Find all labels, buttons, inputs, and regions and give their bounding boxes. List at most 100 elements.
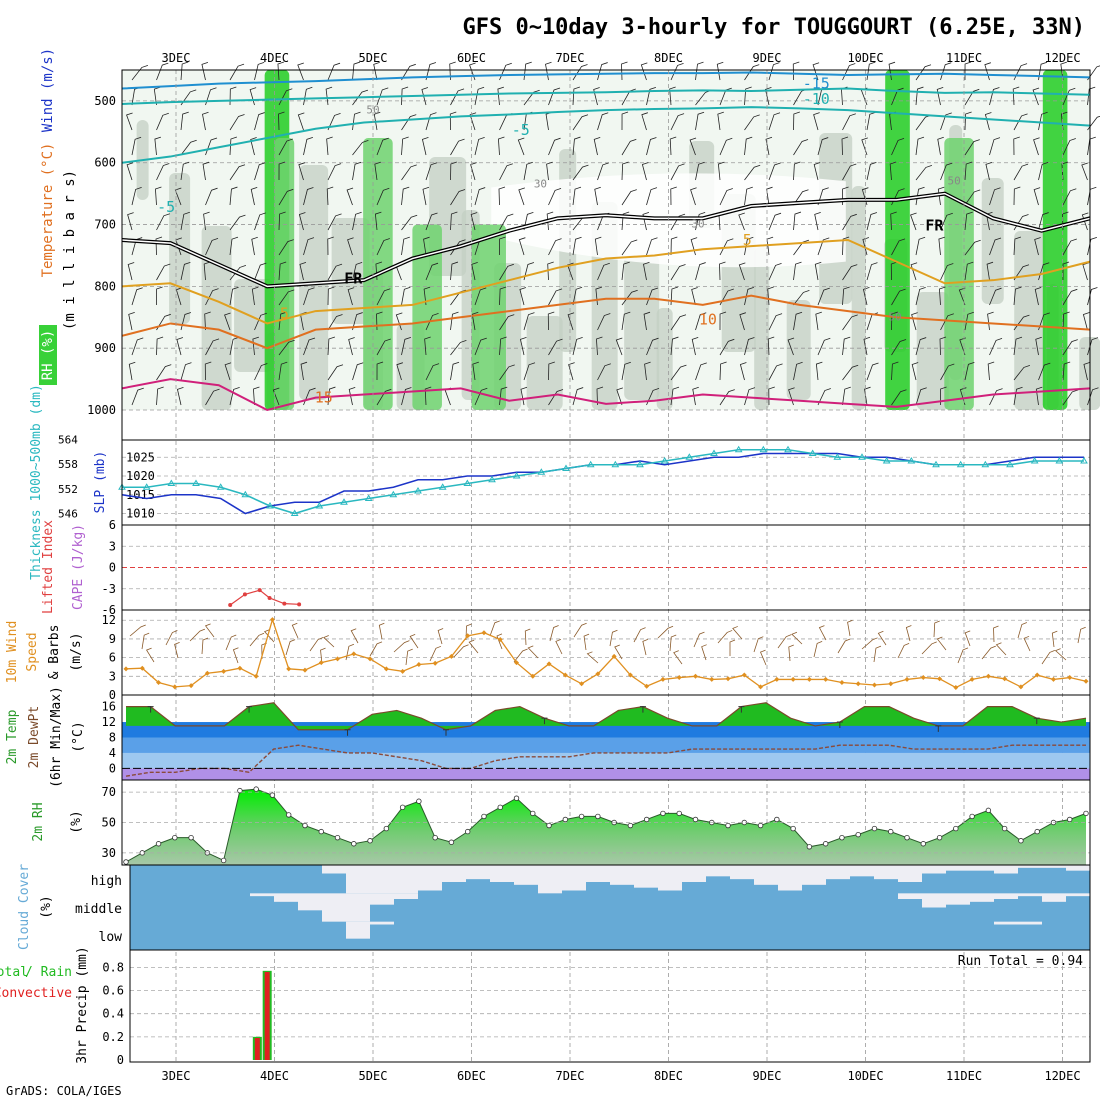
wind10-barb	[694, 632, 704, 647]
contour-label: -10	[803, 90, 830, 108]
rh2m-point	[661, 811, 666, 816]
cape-ylabel: CAPE (J/kg)	[71, 524, 86, 610]
rh2m-point	[677, 811, 682, 816]
wind10-barb	[878, 631, 886, 645]
top-x-tick-label: 6DEC	[457, 51, 486, 65]
rh2m-point	[433, 835, 438, 840]
bottom-x-tick-label: 5DEC	[359, 1069, 388, 1083]
wind10-barb	[202, 638, 208, 654]
wind10-speed-point	[319, 660, 324, 665]
cloud-gap-cell	[730, 865, 754, 879]
wind10-barb	[250, 633, 264, 646]
rh2m-point	[596, 814, 601, 819]
precip-ylabel-group: 3hr Precip (mm)	[75, 946, 90, 1063]
li-tick-label: 0	[109, 561, 116, 575]
pressure-tick-label: 800	[94, 279, 116, 293]
wind10-ylabel: & Barbs	[47, 625, 62, 680]
rh-moist-column	[275, 138, 295, 410]
cloud-gap-cell	[1066, 893, 1090, 896]
wind10-barb	[718, 630, 732, 643]
wind10-barb	[406, 649, 413, 665]
cloud-gap-cell	[346, 893, 370, 921]
contour-label: 30	[534, 177, 547, 190]
cloud-gap-cell	[562, 865, 586, 891]
rh2m-point	[970, 814, 975, 819]
thickness-line	[122, 450, 1084, 514]
rh2m-tick-label: 30	[102, 846, 116, 860]
rh2m-point	[335, 835, 340, 840]
cloud-gap-cell	[1018, 922, 1042, 925]
rh2m-point	[840, 835, 845, 840]
rh2m-tick-label: 50	[102, 816, 116, 830]
wind10-speed-point	[237, 666, 242, 671]
wind10-ylabel-group: & Barbs	[47, 625, 62, 680]
bottom-x-tick-label: 11DEC	[946, 1069, 982, 1083]
cloud-gap-cell	[514, 865, 538, 885]
cloud-gap-cell	[994, 865, 1018, 874]
wind10-speed-point	[791, 677, 796, 682]
wind10-barb	[670, 635, 676, 651]
wind10-barb	[574, 623, 587, 637]
cloud-gap-cell	[874, 865, 898, 879]
wind10-barb	[351, 629, 358, 643]
wind10-speed-point	[172, 684, 177, 689]
wind10-barb	[233, 648, 238, 663]
precip-tick-label: 0.2	[102, 1030, 124, 1044]
wind10-barb	[610, 630, 617, 646]
wind10-barb	[584, 634, 589, 650]
temp2m-ylabel: (6hr Min/Max)	[49, 686, 64, 788]
rh2m-point	[286, 813, 291, 818]
cloud-gap-cell	[994, 893, 1018, 899]
wind10-barb	[862, 638, 878, 649]
cloud-gap-cell	[346, 865, 370, 893]
wind10-ylabel-group: 10m Wind	[5, 621, 20, 684]
wind10-barb	[430, 646, 441, 661]
temp2m-tick-label: 8	[109, 731, 116, 745]
bottom-x-tick-label: 10DEC	[847, 1069, 883, 1083]
rh2m-point	[368, 838, 373, 843]
wind10-speed-point	[433, 661, 438, 666]
wind10-speed-point	[986, 674, 991, 679]
temp2m-ylabel: 2m Temp	[5, 709, 20, 764]
cloud-gap-cell	[322, 893, 346, 921]
wind10-barb	[310, 638, 323, 651]
top-x-tick-label: 4DEC	[260, 51, 289, 65]
contour-label: -5	[157, 198, 175, 216]
cloud-gap-cell	[586, 865, 610, 882]
rh2m-point	[351, 841, 356, 846]
wind10-speed-point	[839, 680, 844, 685]
rh2m-point	[1067, 817, 1072, 822]
rh2m-point	[547, 823, 552, 828]
cool-band	[122, 753, 1090, 768]
wind10-barb	[838, 639, 850, 653]
lifted-index-point	[282, 602, 286, 606]
lifted-index-point	[297, 602, 301, 606]
cloud-gap-cell	[1042, 893, 1066, 902]
rh-moist-column	[1043, 70, 1068, 410]
contour-label: FR	[925, 217, 944, 235]
bottom-x-tick-label: 12DEC	[1044, 1069, 1080, 1083]
wind10-barb	[733, 626, 742, 639]
wind10-ylabel: Speed	[25, 632, 40, 671]
wind10-barb	[819, 626, 826, 640]
cloud-ylabel: Cloud Cover	[17, 864, 32, 950]
slp-tick-label: 1010	[126, 507, 155, 521]
wind10-speed-point	[807, 677, 812, 682]
rh2m-point	[465, 829, 470, 834]
panel-frame	[122, 440, 1090, 525]
wind10-speed-point	[1002, 676, 1007, 681]
temp2m-tick-label: 4	[109, 746, 116, 760]
wind10-speed-point	[1084, 679, 1089, 684]
top-x-tick-label: 11DEC	[946, 51, 982, 65]
top-x-tick-label: 12DEC	[1044, 51, 1080, 65]
top-x-tick-label: 5DEC	[359, 51, 388, 65]
run-total-label: Run Total = 0.94	[958, 954, 1083, 969]
bottom-x-tick-label: 6DEC	[457, 1069, 486, 1083]
bottom-x-tick-label: 3DEC	[162, 1069, 191, 1083]
rh2m-point	[482, 814, 487, 819]
rh-moist-column	[885, 70, 910, 410]
wind10-speed-point	[709, 677, 714, 682]
wind10-barb	[1078, 627, 1086, 643]
wind10-speed-point	[677, 675, 682, 680]
contour-label: FR	[344, 269, 363, 287]
